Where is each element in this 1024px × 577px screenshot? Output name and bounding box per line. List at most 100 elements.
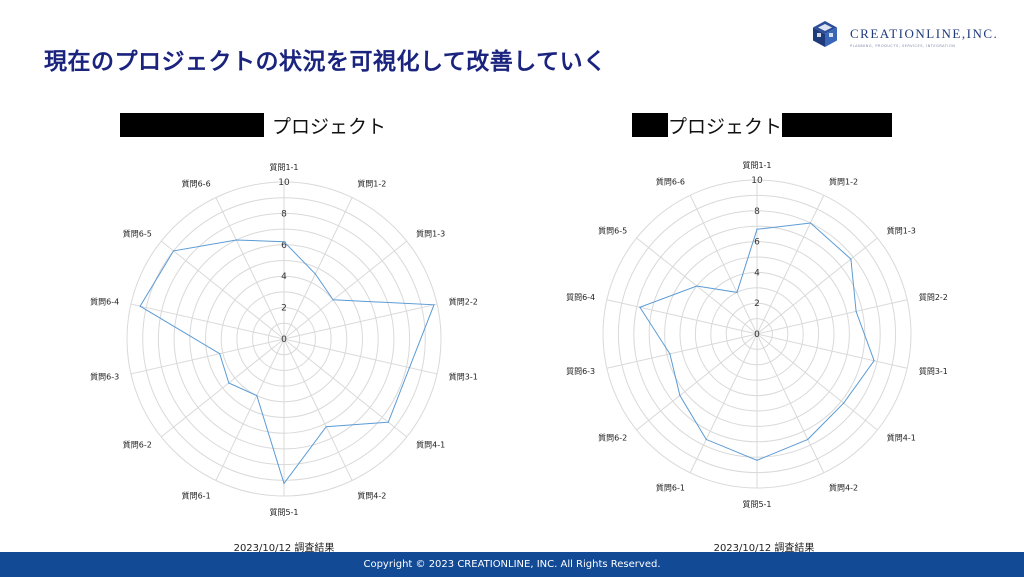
data-point <box>408 367 411 369</box>
data-point <box>387 421 389 423</box>
data-point <box>756 459 758 461</box>
data-point <box>756 228 758 230</box>
tick-label: 2 <box>754 299 760 309</box>
grid-spoke <box>283 338 353 481</box>
axis-label: 質問4-2 <box>357 490 386 500</box>
data-point <box>256 395 258 397</box>
chart-1-title-text: プロジェクト <box>272 115 387 138</box>
data-point <box>809 222 812 224</box>
axis-label: 質問6-5 <box>598 226 627 236</box>
data-point <box>283 482 285 484</box>
data-point <box>669 353 671 355</box>
logo-wordmark: CREATIONLINE,INC. <box>850 26 999 41</box>
grid-spoke <box>756 237 878 335</box>
redacted-block <box>782 113 893 137</box>
data-point <box>332 299 334 301</box>
data-point <box>850 258 852 260</box>
chart-2-title-text: プロジェクト <box>668 115 783 138</box>
redacted-block <box>632 113 668 137</box>
data-point <box>696 285 698 287</box>
chart-1-caption: 2023/10/12 調査結果 <box>233 543 335 554</box>
chart-1-title: プロジェクト <box>120 113 387 138</box>
grid-spoke <box>130 338 285 375</box>
axis-label: 質問6-2 <box>598 432 627 442</box>
axis-label: 質問1-1 <box>269 162 298 172</box>
axis-label: 質問4-2 <box>829 483 858 493</box>
tick-label: 6 <box>754 238 760 248</box>
grid-spoke <box>130 303 285 340</box>
grid-spoke <box>606 299 758 335</box>
data-point <box>855 310 857 312</box>
data-point <box>283 241 285 243</box>
radar-chart-1: 0 2 4 6 8 10 質問1-1 質問1-2 質問1-3 質問2-2 質問3-1 質問4-1 質問4… <box>90 162 478 517</box>
grid-spoke <box>689 333 758 473</box>
axis-label: 質問3-1 <box>449 372 478 382</box>
axis-label: 質問3-1 <box>919 366 948 376</box>
grid-spoke <box>283 197 353 340</box>
axis-label: 質問2-2 <box>919 292 948 302</box>
grid-spoke <box>756 195 825 335</box>
grid-spoke <box>283 303 438 340</box>
tick-label: 0 <box>754 330 760 340</box>
axis-label: 質問1-3 <box>416 229 445 239</box>
grid-spoke <box>215 338 285 481</box>
data-point <box>433 304 435 306</box>
data-point <box>139 305 141 307</box>
axis-label: 質問5-1 <box>742 499 771 509</box>
data-point <box>228 382 230 384</box>
data-point <box>679 394 681 397</box>
tick-label: 10 <box>751 176 763 186</box>
axis-label: 質問6-1 <box>182 490 211 500</box>
slide-title: 現在のプロジェクトの状況を可視化して改善していく <box>44 49 607 75</box>
axis-label: 質問6-6 <box>656 176 685 186</box>
grid-spoke <box>756 333 878 431</box>
logo-tagline: PLANNING, PRODUCTS, SERVICES, INTEGRATIO… <box>850 44 956 48</box>
tick-label: 4 <box>281 272 287 282</box>
data-point <box>807 438 809 440</box>
copyright-text: Copyright © 2023 CREATIONLINE, INC. All … <box>363 559 661 570</box>
chart-2-caption: 2023/10/12 調査結果 <box>713 543 815 554</box>
axis-label: 質問2-2 <box>449 296 478 306</box>
tick-label: 8 <box>754 207 760 217</box>
cube-logo-icon <box>813 21 837 47</box>
axis-label: 質問4-1 <box>416 439 445 449</box>
grid-spoke <box>756 333 825 473</box>
data-point <box>172 250 175 252</box>
axis-label: 質問5-1 <box>269 507 298 517</box>
axis-label: 質問1-3 <box>887 226 916 236</box>
axis-label: 質問6-3 <box>90 372 119 382</box>
grid-spoke <box>756 333 908 369</box>
axis-label: 質問4-1 <box>887 432 916 442</box>
data-point <box>219 353 221 355</box>
data-point <box>705 438 707 440</box>
data-point <box>325 426 327 428</box>
footer: Copyright © 2023 CREATIONLINE, INC. All … <box>0 552 1024 577</box>
axis-label: 質問1-2 <box>829 176 858 186</box>
data-point <box>639 306 641 308</box>
data-point <box>873 360 875 362</box>
redacted-block <box>120 113 264 137</box>
axis-label: 質問6-4 <box>90 296 119 306</box>
grid-spoke <box>160 338 285 438</box>
grid-spoke <box>215 197 285 340</box>
grid-spoke <box>636 333 758 431</box>
axis-label: 質問1-2 <box>357 179 386 189</box>
axis-label: 質問6-5 <box>123 229 152 239</box>
grid-spoke <box>283 338 438 375</box>
tick-label: 0 <box>281 335 287 345</box>
chart-2-title: プロジェクト <box>632 113 893 138</box>
axis-label: 質問6-3 <box>566 366 595 376</box>
axis-label: 質問6-1 <box>656 483 685 493</box>
axis-label: 質問6-4 <box>566 292 595 302</box>
tick-label: 2 <box>281 304 287 314</box>
grid-spoke <box>283 240 408 340</box>
grid-spoke <box>283 338 408 438</box>
grid-spoke <box>689 195 758 335</box>
company-logo: CREATIONLINE,INC. PLANNING, PRODUCTS, SE… <box>812 20 1008 54</box>
grid-spoke <box>756 299 908 335</box>
data-point <box>314 273 316 275</box>
data-point <box>235 239 237 241</box>
radar-chart-2: 0 2 4 6 8 10 質問1-1 質問1-2 質問1-3 質問2-2 質問3-1 質問4-1 質問4… <box>566 160 948 509</box>
axis-label: 質問6-6 <box>182 179 211 189</box>
